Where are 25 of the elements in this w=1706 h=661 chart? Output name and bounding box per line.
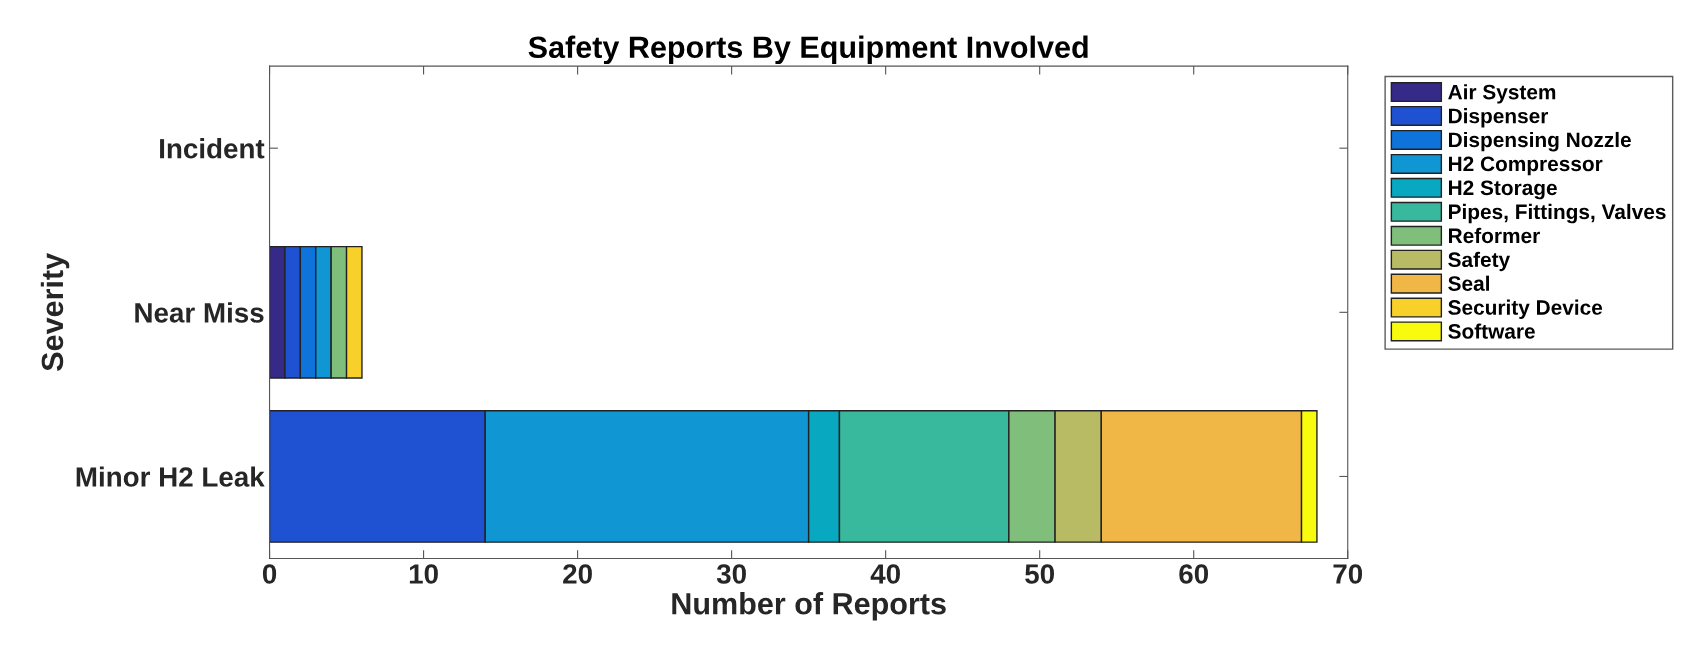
chart-title: Safety Reports By Equipment Involved bbox=[528, 35, 1088, 65]
x-tick-label: 50 bbox=[1025, 564, 1054, 584]
x-tick-label: 70 bbox=[1333, 564, 1363, 584]
legend-label: Dispenser bbox=[1449, 108, 1549, 128]
y-axis-title: Severity bbox=[40, 253, 70, 371]
x-tick-label: 30 bbox=[716, 564, 746, 584]
y-tick-label: Near Miss bbox=[135, 302, 264, 323]
y-tick-label: Minor H2 Leak bbox=[76, 466, 265, 487]
legend-label: H2 Storage bbox=[1449, 180, 1557, 200]
x-tick-label: 60 bbox=[1179, 564, 1209, 584]
legend-label: Air System bbox=[1448, 84, 1556, 104]
x-tick-label: 0 bbox=[262, 564, 277, 584]
legend-label: Reformer bbox=[1449, 227, 1540, 244]
y-tick-label: Incident bbox=[160, 138, 265, 159]
legend-label: Security Device bbox=[1448, 299, 1603, 319]
legend-label: Pipes, Fittings, Valves bbox=[1449, 203, 1666, 224]
x-tick-label: 20 bbox=[563, 564, 592, 584]
legend-label: Software bbox=[1448, 323, 1535, 339]
x-tick-label: 40 bbox=[870, 564, 900, 584]
legend-label: Dispensing Nozzle bbox=[1449, 131, 1631, 152]
x-tick-label: 10 bbox=[409, 564, 438, 584]
legend-label: Seal bbox=[1448, 275, 1489, 291]
legend-label: H2 Compressor bbox=[1449, 156, 1603, 176]
legend-label: Safety bbox=[1448, 251, 1511, 272]
x-axis-title: Number of Reports bbox=[672, 592, 946, 621]
